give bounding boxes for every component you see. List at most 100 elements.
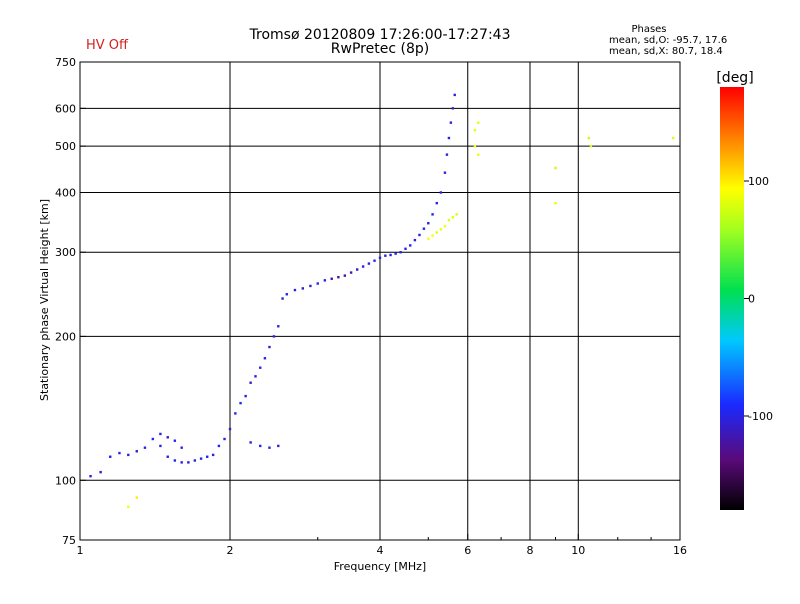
data-point-o-mode <box>249 381 252 384</box>
data-point-o-mode <box>244 394 247 398</box>
x-tick-label: 4 <box>377 544 384 557</box>
chart-subtitle: RwPretec (8p) <box>331 41 429 57</box>
data-point-o-mode <box>301 287 305 290</box>
data-point-o-mode <box>418 233 421 237</box>
data-point-o-mode <box>355 268 359 271</box>
y-tick-label: 75 <box>62 534 76 547</box>
data-point-o-mode <box>217 444 221 448</box>
data-point-o-mode <box>254 375 257 378</box>
phases-x-stats: mean, sd,X: 80.7, 18.4 <box>609 46 723 57</box>
data-point-o-mode <box>272 335 276 338</box>
data-point-o-mode <box>268 345 271 349</box>
data-point-o-mode <box>394 252 397 255</box>
y-tick-label: 200 <box>55 330 76 343</box>
data-point-o-mode <box>127 453 130 457</box>
grid-lines <box>80 62 680 540</box>
colorbar-tick-label: 0 <box>748 293 755 306</box>
data-points <box>89 93 675 509</box>
data-point-o-mode <box>337 275 340 279</box>
data-point-o-mode <box>223 437 226 441</box>
colorbar-label: [deg] <box>716 70 753 86</box>
data-point-o-mode <box>205 455 209 458</box>
data-point-o-mode <box>316 282 319 285</box>
data-point-o-mode <box>228 427 232 431</box>
data-point-x-mode <box>554 166 557 170</box>
data-point-o-mode <box>187 461 190 464</box>
data-point-x-mode <box>447 219 451 222</box>
data-point-o-mode <box>159 432 162 436</box>
data-point-o-mode <box>431 213 434 216</box>
data-point-o-mode <box>439 191 443 194</box>
x-axis-label: Frequency [MHz] <box>334 560 426 573</box>
data-point-x-mode <box>451 216 455 219</box>
x-tick-label: 6 <box>464 544 471 557</box>
data-point-o-mode <box>427 222 430 225</box>
data-point-o-mode <box>259 444 262 448</box>
data-point-o-mode <box>268 446 271 449</box>
y-tick-label: 400 <box>55 186 76 199</box>
data-point-x-mode <box>477 121 480 124</box>
x-tick-label: 8 <box>527 544 534 557</box>
data-point-o-mode <box>409 244 412 247</box>
colorbar-tick-label: 100 <box>748 175 769 188</box>
data-point-o-mode <box>259 366 262 369</box>
colorbar-ticks: -100 0 100 <box>744 175 773 423</box>
data-point-x-mode <box>427 237 430 241</box>
data-point-o-mode <box>234 412 237 415</box>
data-point-o-mode <box>443 171 447 174</box>
data-point-o-mode <box>277 325 280 328</box>
data-point-o-mode <box>343 274 347 277</box>
data-point-o-mode <box>99 470 102 474</box>
data-point-x-mode <box>435 231 438 234</box>
data-point-o-mode <box>378 256 382 260</box>
y-tick-label: 300 <box>55 246 76 259</box>
y-tick-label: 100 <box>55 474 76 487</box>
data-point-o-mode <box>143 446 147 449</box>
data-point-o-mode <box>173 439 177 442</box>
x-tick-label: 10 <box>571 544 585 557</box>
data-point-o-mode <box>330 277 333 280</box>
data-point-o-mode <box>135 450 138 453</box>
data-point-o-mode <box>263 357 267 360</box>
data-point-o-mode <box>309 284 312 288</box>
data-point-o-mode <box>367 262 371 265</box>
data-point-o-mode <box>349 271 353 274</box>
phases-heading: Phases <box>631 24 666 35</box>
data-point-o-mode <box>422 227 426 230</box>
data-point-x-mode <box>473 144 477 148</box>
hv-status-label: HV Off <box>86 38 129 53</box>
data-point-o-mode <box>193 459 197 462</box>
data-point-o-mode <box>180 446 183 449</box>
data-point-o-mode <box>451 107 455 110</box>
data-point-o-mode <box>293 288 297 292</box>
chart-title: Tromsø 20120809 17:26:00-17:27:43 <box>249 27 511 43</box>
data-point-x-mode <box>443 225 447 228</box>
data-point-o-mode <box>166 436 169 439</box>
data-point-o-mode <box>151 437 155 441</box>
data-point-o-mode <box>211 453 215 457</box>
data-point-x-mode <box>455 213 458 216</box>
data-point-x-mode <box>587 136 591 140</box>
data-point-o-mode <box>413 238 417 242</box>
data-point-x-mode <box>589 144 593 148</box>
data-point-o-mode <box>159 444 162 448</box>
y-tick-label: 500 <box>55 140 76 153</box>
data-point-o-mode <box>277 444 280 448</box>
data-point-x-mode <box>477 153 480 156</box>
x-tick-label: 16 <box>673 544 687 557</box>
data-point-o-mode <box>384 254 387 257</box>
data-point-o-mode <box>404 247 407 250</box>
data-point-x-mode <box>431 234 434 237</box>
data-point-o-mode <box>445 153 449 156</box>
y-axis-label: Stationary phase Virtual Height [km] <box>38 199 51 401</box>
data-point-x-mode <box>473 128 477 132</box>
data-point-o-mode <box>389 253 392 257</box>
data-point-x-mode <box>439 228 443 231</box>
data-point-o-mode <box>323 279 327 282</box>
data-point-o-mode <box>373 259 376 262</box>
data-point-o-mode <box>109 455 112 458</box>
data-point-o-mode <box>453 93 456 97</box>
colorbar-tick-label: -100 <box>748 410 773 423</box>
